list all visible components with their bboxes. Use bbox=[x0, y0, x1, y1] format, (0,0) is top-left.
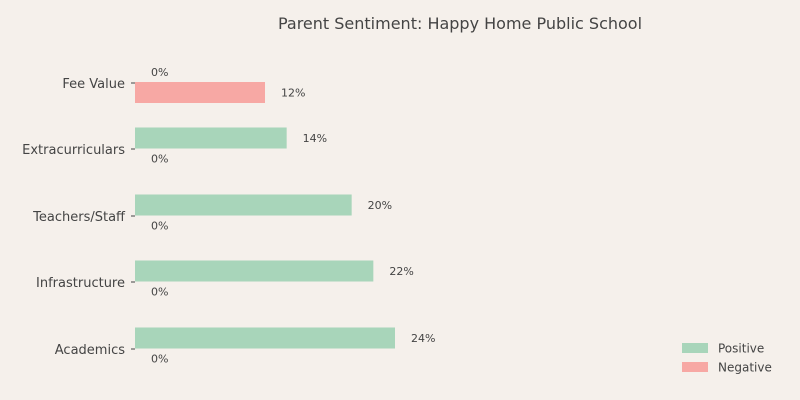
data-label: 12% bbox=[281, 87, 305, 100]
category-label: Fee Value bbox=[62, 77, 125, 92]
category-label: Teachers/Staff bbox=[32, 210, 126, 225]
category-label: Academics bbox=[55, 343, 125, 358]
chart-title: Parent Sentiment: Happy Home Public Scho… bbox=[278, 14, 642, 33]
category-label: Extracurriculars bbox=[22, 143, 125, 158]
data-label: 20% bbox=[368, 199, 392, 212]
category-axis: Fee Value Extracurriculars Teachers/Staff I… bbox=[22, 77, 135, 358]
data-label: 0% bbox=[151, 286, 168, 299]
bar-positive bbox=[135, 127, 287, 149]
legend-swatch-negative bbox=[682, 362, 708, 372]
data-label: 0% bbox=[151, 353, 168, 366]
bar-negative bbox=[135, 82, 265, 103]
legend-swatch-positive bbox=[682, 343, 708, 353]
bar-positive bbox=[135, 194, 352, 216]
data-label: 14% bbox=[303, 132, 327, 145]
data-label: 0% bbox=[151, 66, 168, 79]
legend-label-negative: Negative bbox=[718, 361, 772, 375]
bars-group: 0% 12% 14% 0% 20% 0% 22% 0% 24% 0% bbox=[135, 66, 435, 366]
bar-positive bbox=[135, 327, 395, 349]
legend: Positive Negative bbox=[682, 342, 772, 375]
data-label: 0% bbox=[151, 153, 168, 166]
category-label: Infrastructure bbox=[36, 276, 125, 291]
legend-label-positive: Positive bbox=[718, 342, 764, 356]
data-label: 24% bbox=[411, 332, 435, 345]
data-label: 0% bbox=[151, 220, 168, 233]
data-label: 22% bbox=[389, 265, 413, 278]
bar-positive bbox=[135, 260, 374, 282]
